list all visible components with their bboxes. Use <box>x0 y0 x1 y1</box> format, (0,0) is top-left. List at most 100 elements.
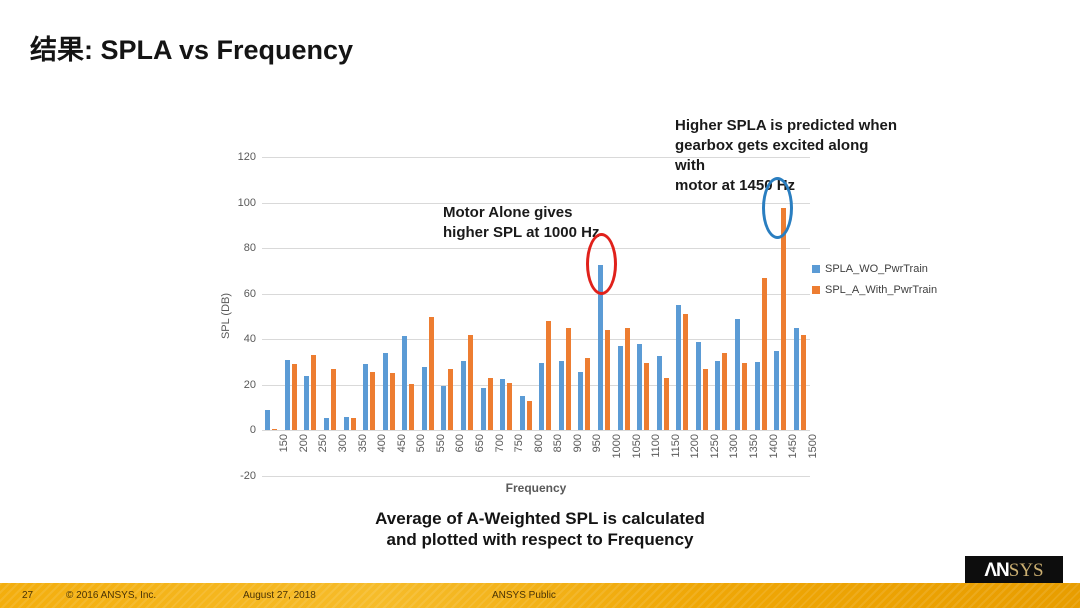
bar-SPL_A_With_PwrTrain-700 <box>487 378 493 431</box>
bar-SPLA_WO_PwrTrain-650 <box>461 360 466 431</box>
y-tick-label-0: 0 <box>249 424 256 437</box>
x-tick-label-500: 500 <box>415 434 428 453</box>
bar-SPLA_WO_PwrTrain-850 <box>539 363 545 431</box>
x-axis-title: Frequency <box>505 481 567 495</box>
bar-SPL_A_With_PwrTrain-600 <box>448 368 454 431</box>
y-tick-label-40: 40 <box>243 333 256 346</box>
bar-SPLA_WO_PwrTrain-750 <box>500 379 506 431</box>
annotation-motor-1000hz: Motor Alone gives higher SPL at 1000 Hz <box>443 204 600 241</box>
x-tick-label-750: 750 <box>513 434 526 453</box>
x-tick-label-550: 550 <box>434 434 447 453</box>
highlight-ellipse-1450hz <box>762 177 793 239</box>
bar-SPLA_WO_PwrTrain-350 <box>343 416 349 431</box>
x-tick-label-1000: 1000 <box>611 434 623 459</box>
x-tick-label-650: 650 <box>474 434 486 453</box>
x-tick-label-250: 250 <box>317 434 330 453</box>
page-title: 结果: SPLA vs Frequency <box>30 35 354 65</box>
bar-SPLA_WO_PwrTrain-1100 <box>637 343 643 431</box>
bar-SPL_A_With_PwrTrain-950 <box>585 357 591 431</box>
bar-SPL_A_With_PwrTrain-1000 <box>605 330 610 431</box>
bar-SPL_A_With_PwrTrain-550 <box>428 316 434 431</box>
classification-text: ANSYS Public <box>492 590 556 601</box>
x-tick-label-1100: 1100 <box>650 434 663 459</box>
bar-SPLA_WO_PwrTrain-1500 <box>793 327 799 431</box>
chart-caption: Average of A-Weighted SPL is calculated … <box>375 509 705 549</box>
gridline-120 <box>262 157 810 158</box>
x-tick-label-600: 600 <box>454 434 467 453</box>
bar-SPLA_WO_PwrTrain-1050 <box>617 346 623 431</box>
bar-SPLA_WO_PwrTrain-950 <box>578 372 584 431</box>
x-tick-label-700: 700 <box>493 434 506 453</box>
bar-SPL_A_With_PwrTrain-900 <box>565 327 571 431</box>
x-tick-label-1150: 1150 <box>669 434 682 459</box>
legend-swatch-SPLA_WO_PwrTrain <box>812 265 820 273</box>
x-tick-label-1050: 1050 <box>630 434 643 459</box>
x-tick-label-1450: 1450 <box>787 434 800 459</box>
highlight-ellipse-1000hz <box>586 233 617 295</box>
bar-SPLA_WO_PwrTrain-700 <box>480 388 486 431</box>
bar-SPLA_WO_PwrTrain-450 <box>382 352 388 431</box>
bar-SPL_A_With_PwrTrain-1200 <box>683 314 689 431</box>
gridline-60 <box>262 293 810 295</box>
bar-SPLA_WO_PwrTrain-1250 <box>695 341 701 431</box>
x-tick-label-800: 800 <box>532 434 545 453</box>
bar-SPLA_WO_PwrTrain-1150 <box>656 356 662 431</box>
bar-SPLA_WO_PwrTrain-1400 <box>754 362 760 431</box>
x-tick-label-300: 300 <box>337 434 349 453</box>
x-tick-label-900: 900 <box>571 434 584 453</box>
bar-SPL_A_With_PwrTrain-1300 <box>722 352 728 431</box>
bar-SPL_A_With_PwrTrain-1100 <box>644 363 650 431</box>
y-tick-label-60: 60 <box>243 287 256 300</box>
bar-SPLA_WO_PwrTrain-150 <box>265 409 271 431</box>
legend-label-SPLA_WO_PwrTrain: SPLA_WO_PwrTrain <box>825 263 928 275</box>
gridline-40 <box>262 339 810 341</box>
bar-SPL_A_With_PwrTrain-750 <box>507 382 513 431</box>
bar-SPL_A_With_PwrTrain-850 <box>546 321 552 431</box>
x-tick-label-1400: 1400 <box>767 434 780 459</box>
bar-SPLA_WO_PwrTrain-300 <box>324 417 329 431</box>
x-tick-label-950: 950 <box>591 434 604 453</box>
bar-SPLA_WO_PwrTrain-1000 <box>598 265 603 431</box>
ansys-logo-an: ΛN <box>984 559 1009 581</box>
bar-SPLA_WO_PwrTrain-500 <box>402 335 408 431</box>
x-tick-label-400: 400 <box>376 434 389 453</box>
x-tick-label-350: 350 <box>356 434 369 453</box>
y-tick-label-120: 120 <box>237 151 256 163</box>
x-tick-label-1250: 1250 <box>708 434 721 459</box>
legend-item-SPLA_WO_PwrTrain: SPLA_WO_PwrTrain <box>812 263 937 275</box>
legend-label-SPL_A_With_PwrTrain: SPL_A_With_PwrTrain <box>825 284 938 296</box>
bar-SPL_A_With_PwrTrain-650 <box>468 334 473 431</box>
y-axis-title: SPL (DB) <box>220 292 232 340</box>
gridline-0 <box>262 430 810 432</box>
bar-SPL_A_With_PwrTrain-1450 <box>781 208 787 431</box>
bar-SPL_A_With_PwrTrain-350 <box>350 417 356 431</box>
bar-SPL_A_With_PwrTrain-450 <box>389 373 395 431</box>
x-tick-label-1300: 1300 <box>728 434 741 459</box>
ansys-logo: ΛN SYS <box>965 556 1063 584</box>
bar-SPL_A_With_PwrTrain-500 <box>409 383 415 431</box>
y-tick-label-20: 20 <box>243 378 256 391</box>
copyright-text: © 2016 ANSYS, Inc. <box>66 590 157 601</box>
date-text: August 27, 2018 <box>243 590 316 601</box>
chart-legend: SPLA_WO_PwrTrain SPL_A_With_PwrTrain <box>812 263 937 305</box>
x-tick-label-450: 450 <box>395 434 408 453</box>
bar-SPL_A_With_PwrTrain-1500 <box>800 334 806 431</box>
bar-SPL_A_With_PwrTrain-800 <box>526 400 532 431</box>
x-tick-label-200: 200 <box>297 434 310 453</box>
bar-SPLA_WO_PwrTrain-800 <box>519 396 525 431</box>
bar-SPLA_WO_PwrTrain-400 <box>363 364 369 431</box>
gridline--20 <box>262 476 810 477</box>
bar-SPLA_WO_PwrTrain-550 <box>421 366 427 431</box>
x-tick-label-150: 150 <box>278 434 291 453</box>
bar-SPLA_WO_PwrTrain-600 <box>441 385 447 431</box>
bar-SPL_A_With_PwrTrain-1150 <box>663 378 669 431</box>
bar-SPL_A_With_PwrTrain-150 <box>272 429 278 431</box>
bar-SPLA_WO_PwrTrain-250 <box>304 375 310 431</box>
bar-SPL_A_With_PwrTrain-1250 <box>702 368 708 431</box>
legend-item-SPL_A_With_PwrTrain: SPL_A_With_PwrTrain <box>812 284 937 296</box>
footer-bar: 27 © 2016 ANSYS, Inc. August 27, 2018 AN… <box>0 583 1080 608</box>
y-tick-label--20: -20 <box>240 470 256 482</box>
bar-SPLA_WO_PwrTrain-200 <box>284 359 290 431</box>
bar-SPLA_WO_PwrTrain-1300 <box>715 360 721 431</box>
